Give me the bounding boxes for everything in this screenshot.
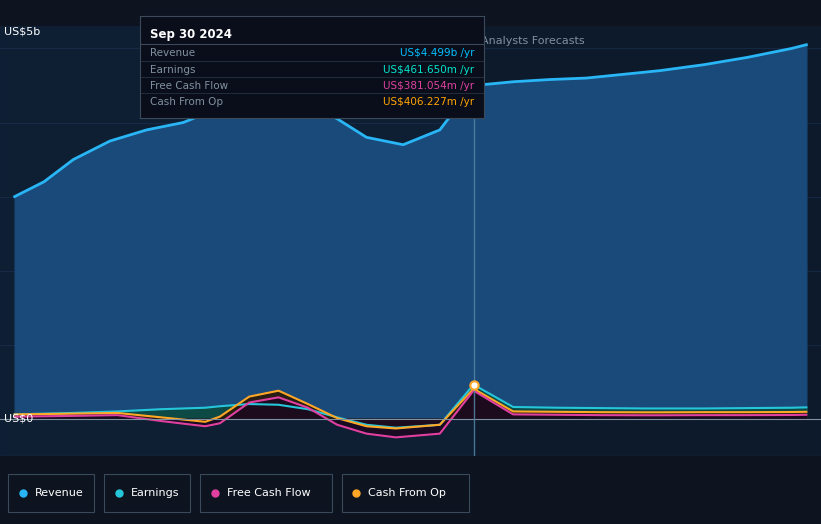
- Text: US$381.054m /yr: US$381.054m /yr: [383, 81, 474, 91]
- Text: Earnings: Earnings: [131, 488, 179, 498]
- Text: Cash From Op: Cash From Op: [368, 488, 446, 498]
- Text: US$5b: US$5b: [4, 26, 40, 36]
- Text: US$461.650m /yr: US$461.650m /yr: [383, 65, 474, 75]
- Text: Free Cash Flow: Free Cash Flow: [150, 81, 228, 91]
- Text: Sep 30 2024: Sep 30 2024: [150, 28, 232, 41]
- Text: Earnings: Earnings: [150, 65, 195, 75]
- Text: US$406.227m /yr: US$406.227m /yr: [383, 97, 474, 107]
- Bar: [0, 26, 474, 456]
- Text: Revenue: Revenue: [34, 488, 83, 498]
- Text: Free Cash Flow: Free Cash Flow: [227, 488, 310, 498]
- Text: US$4.499b /yr: US$4.499b /yr: [400, 48, 474, 58]
- Text: -US$500m: -US$500m: [4, 464, 62, 474]
- Text: Cash From Op: Cash From Op: [150, 97, 223, 107]
- Text: Past: Past: [447, 36, 470, 46]
- Bar: [474, 26, 821, 456]
- Text: US$0: US$0: [4, 414, 34, 424]
- Text: Revenue: Revenue: [150, 48, 195, 58]
- Text: Analysts Forecasts: Analysts Forecasts: [481, 36, 585, 46]
